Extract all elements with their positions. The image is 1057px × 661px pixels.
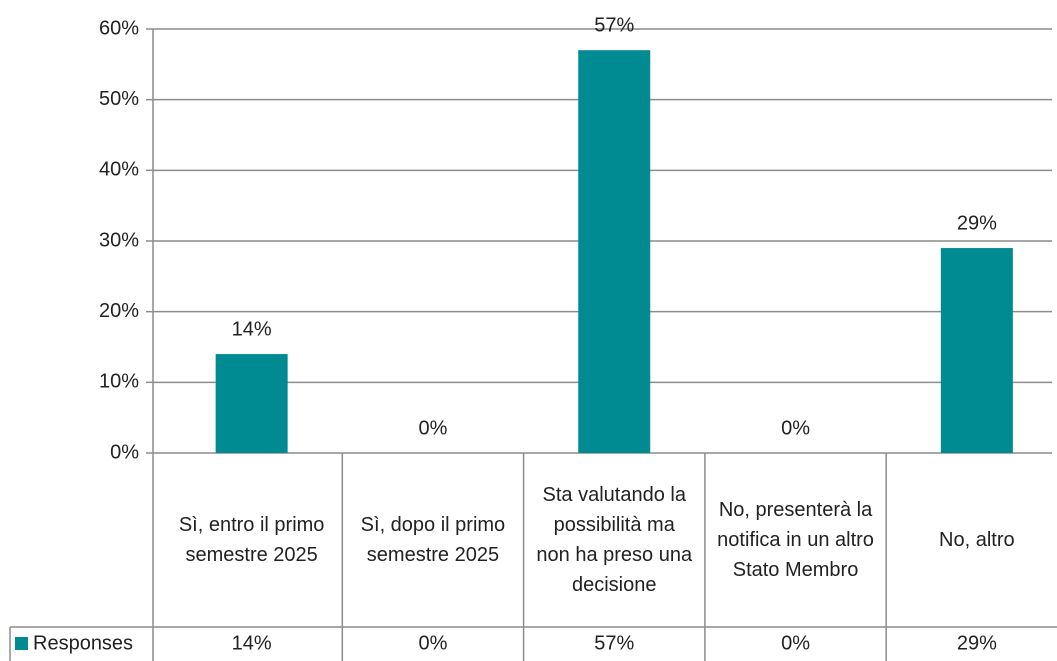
y-tick-label: 10%: [99, 371, 139, 393]
data-label: 14%: [232, 318, 272, 340]
y-tick-label: 60%: [99, 17, 139, 39]
y-tick-label: 0%: [110, 441, 139, 463]
table-value: 0%: [781, 632, 810, 654]
y-tick-label: 40%: [99, 159, 139, 181]
bar: [578, 50, 651, 453]
x-tick-label: No, presenterà la notifica in un altro S…: [717, 499, 874, 581]
data-label: 29%: [957, 212, 997, 234]
table-value: 0%: [418, 632, 447, 654]
x-tick-label: Sì, dopo il primo semestre 2025: [360, 514, 506, 566]
x-tick-label: No, altro: [939, 529, 1015, 551]
y-tick-label: 30%: [99, 229, 139, 251]
table-value: 14%: [232, 632, 272, 654]
legend-swatch: [15, 637, 28, 650]
table-value: 57%: [594, 632, 634, 654]
legend-label: Responses: [33, 632, 133, 654]
y-tick-label: 50%: [99, 88, 139, 110]
y-tick-label: 20%: [99, 300, 139, 322]
x-tick-label: Sì, entro il primo semestre 2025: [178, 514, 325, 566]
x-tick-label: Sta valutando la possibilità ma non ha p…: [536, 484, 693, 596]
bar: [940, 248, 1013, 453]
bar: [215, 354, 288, 453]
table-value: 29%: [957, 632, 997, 654]
data-label: 0%: [418, 417, 447, 439]
data-label: 57%: [594, 14, 634, 36]
data-label: 0%: [781, 417, 810, 439]
